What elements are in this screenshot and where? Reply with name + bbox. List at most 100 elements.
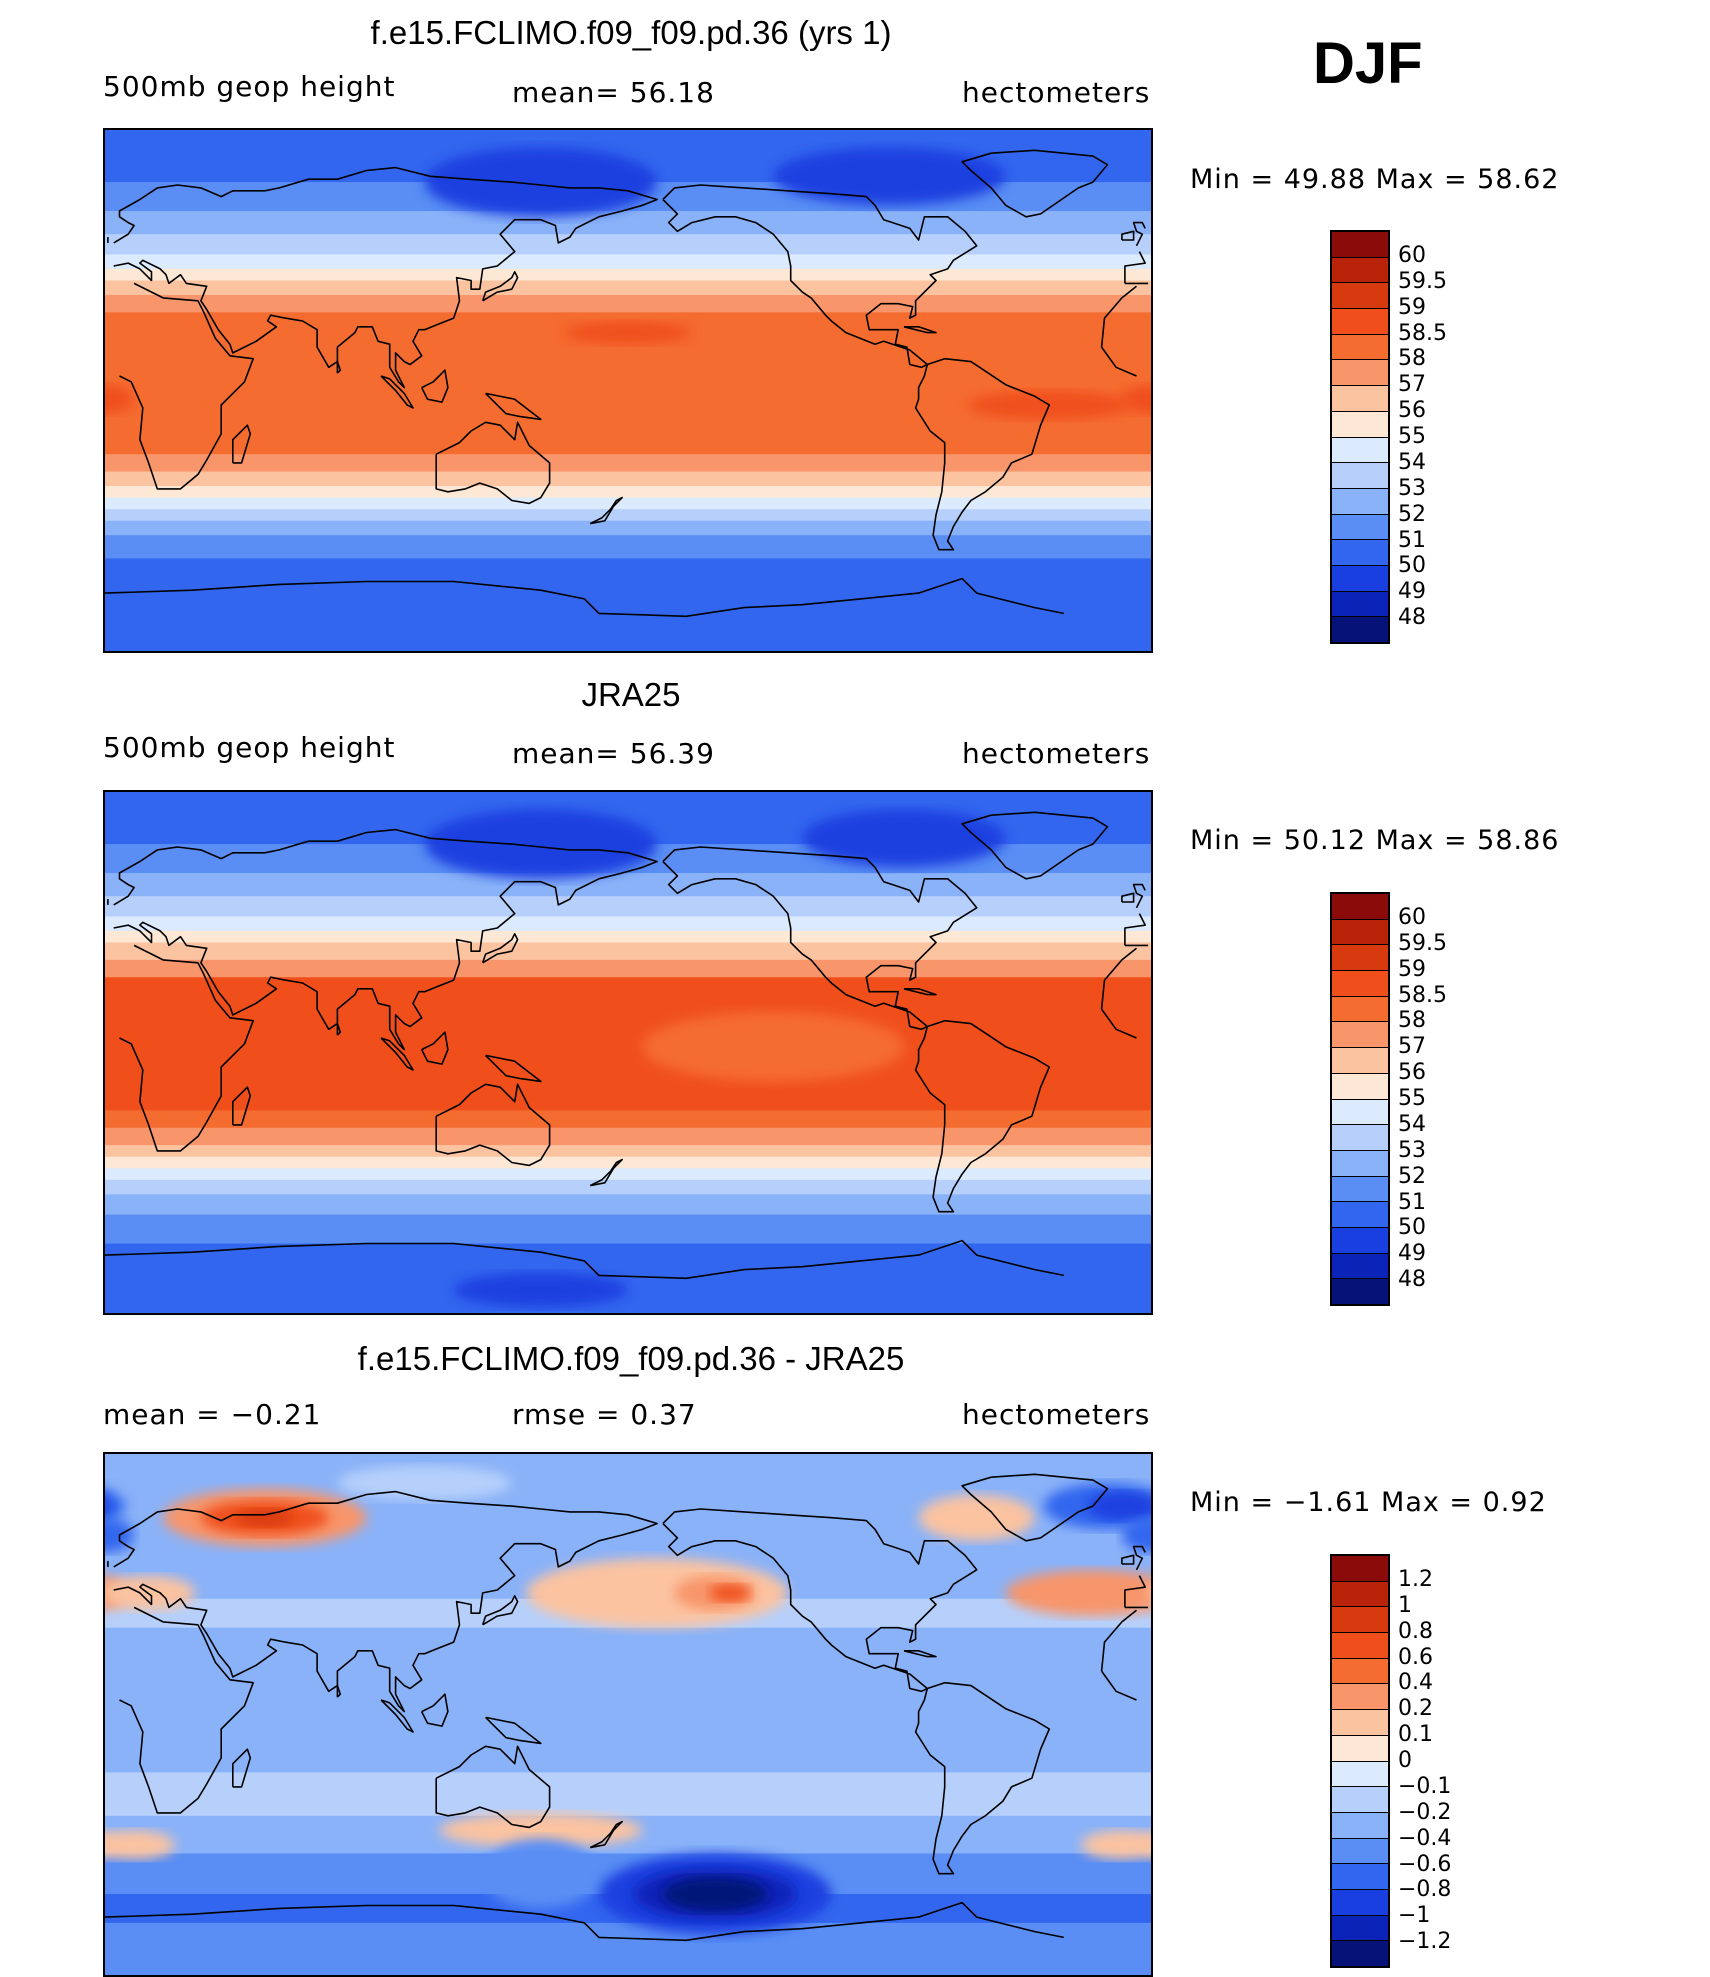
contour-anomaly: [105, 1834, 117, 1855]
coastline-uk: [1132, 221, 1146, 247]
colorbar-swatch: [1332, 945, 1388, 972]
contour-band: [105, 1110, 1151, 1129]
contour-anomaly: [1005, 1569, 1151, 1617]
contour-band: [105, 1922, 1151, 1975]
coastline-madagascar: [232, 424, 252, 464]
coastline-eurasia: [1124, 1575, 1146, 1608]
colorbar-label: 0.8: [1398, 1618, 1433, 1644]
colorbar-swatch: [1332, 1099, 1388, 1126]
colorbar-swatch: [1332, 1838, 1388, 1865]
panel-2-title: JRA25: [581, 676, 681, 713]
colorbar-swatch: [1332, 257, 1388, 284]
colorbar-swatch: [1332, 1022, 1388, 1049]
contour-band: [105, 497, 1151, 510]
colorbar-label: 49: [1398, 579, 1426, 605]
colorbar-label: 59.5: [1398, 930, 1447, 956]
colorbar-swatch: [1332, 1812, 1388, 1839]
colorbar-label: −1.2: [1398, 1929, 1452, 1955]
panel-1-map: [103, 128, 1153, 653]
colorbar-label: 48: [1398, 1267, 1426, 1293]
coastline-ireland: [1121, 230, 1135, 241]
contour-band: [105, 930, 1151, 944]
contour-anomaly: [439, 1812, 643, 1848]
colorbar-label: 53: [1398, 475, 1426, 501]
contour-anomaly: [105, 1575, 196, 1611]
colorbar-swatch: [1332, 1581, 1388, 1608]
coastline-borneo: [420, 1031, 449, 1065]
contour-anomaly: [105, 1489, 126, 1524]
coastline-antarctica: [105, 1239, 1064, 1280]
colorbar-label: 50: [1398, 1215, 1426, 1241]
colorbar-swatch: [1332, 283, 1388, 310]
coastline-new_guinea: [485, 1054, 542, 1083]
panel-1-variable-label: 500mb geop height: [103, 70, 396, 103]
colorbar-swatch: [1332, 309, 1388, 335]
colorbar-swatch: [1332, 540, 1388, 566]
contour-band: [105, 1772, 1151, 1817]
coastline-africa: [1100, 346, 1137, 377]
coastline-borneo: [420, 369, 449, 403]
colorbar-swatch: [1332, 617, 1388, 642]
colorbar-swatch: [1332, 1633, 1388, 1659]
coastline-madagascar: [232, 1748, 252, 1788]
colorbar-label: −1: [1398, 1903, 1431, 1929]
panel-3-colorbar: [1330, 1554, 1390, 1968]
colorbar-swatch: [1332, 411, 1388, 438]
colorbar-label: −0.2: [1398, 1799, 1452, 1825]
contour-anomaly: [662, 1876, 768, 1912]
colorbar-label: −0.1: [1398, 1773, 1452, 1799]
coastline-south_america: [914, 1019, 1051, 1213]
colorbar-swatch: [1332, 1279, 1388, 1304]
colorbar-swatch: [1332, 1761, 1388, 1788]
coastline-new_zealand: [589, 496, 624, 525]
colorbar-swatch: [1332, 1684, 1388, 1711]
colorbar-label: 58.5: [1398, 320, 1447, 346]
colorbar-swatch: [1332, 1787, 1388, 1813]
coastline-africa: [119, 1606, 254, 1814]
contour-anomaly: [564, 321, 692, 345]
colorbar-label: 60: [1398, 904, 1426, 930]
colorbar-swatch: [1332, 463, 1388, 489]
colorbar-swatch: [1332, 1915, 1388, 1942]
contour-band: [105, 294, 1151, 313]
coastline-new_zealand: [589, 1158, 624, 1187]
coastline-africa: [1100, 285, 1137, 348]
contour-band: [105, 486, 1151, 499]
colorbar-label: 59: [1398, 956, 1426, 982]
colorbar-swatch: [1332, 360, 1388, 387]
contour-band: [105, 1214, 1151, 1245]
colorbar-swatch: [1332, 1735, 1388, 1762]
panel-2-minmax: Min = 50.12 Max = 58.86: [1190, 825, 1560, 856]
coastline-sri_lanka: [336, 1022, 342, 1036]
coastline-antarctica: [105, 1901, 1064, 1942]
colorbar-label: 52: [1398, 501, 1426, 527]
contour-band: [105, 268, 1151, 282]
contour-band: [105, 211, 1151, 235]
contour-band: [105, 942, 1151, 961]
coastline-eurasia: [113, 1490, 658, 1713]
contour-anomaly: [1121, 1517, 1151, 1553]
colorbar-swatch: [1332, 591, 1388, 618]
colorbar-label: 58: [1398, 1008, 1426, 1034]
contour-anomaly: [453, 1272, 628, 1308]
coastline-cuba: [903, 1650, 937, 1658]
contour-band: [105, 1627, 1151, 1773]
colorbar-label: 54: [1398, 1111, 1426, 1137]
colorbar-label: 55: [1398, 424, 1426, 449]
contour-band: [105, 454, 1151, 473]
colorbar-label: 52: [1398, 1163, 1426, 1189]
coastline-madagascar: [232, 1086, 252, 1126]
colorbar-label: 53: [1398, 1137, 1426, 1163]
coastline-africa: [119, 282, 254, 490]
coastline-sumatra: [380, 375, 414, 409]
panel-2-variable-label: 500mb geop height: [103, 731, 396, 764]
colorbar-swatch: [1332, 488, 1388, 515]
coastline-australia: [435, 1083, 551, 1167]
coastline-eurasia: [113, 166, 658, 389]
contour-band: [105, 1145, 1151, 1158]
contour-anomaly: [424, 809, 658, 879]
coastline-north_america: [662, 1508, 978, 1693]
colorbar-swatch: [1332, 996, 1388, 1023]
contour-anomaly: [337, 1465, 512, 1501]
contour-band: [105, 587, 1151, 651]
